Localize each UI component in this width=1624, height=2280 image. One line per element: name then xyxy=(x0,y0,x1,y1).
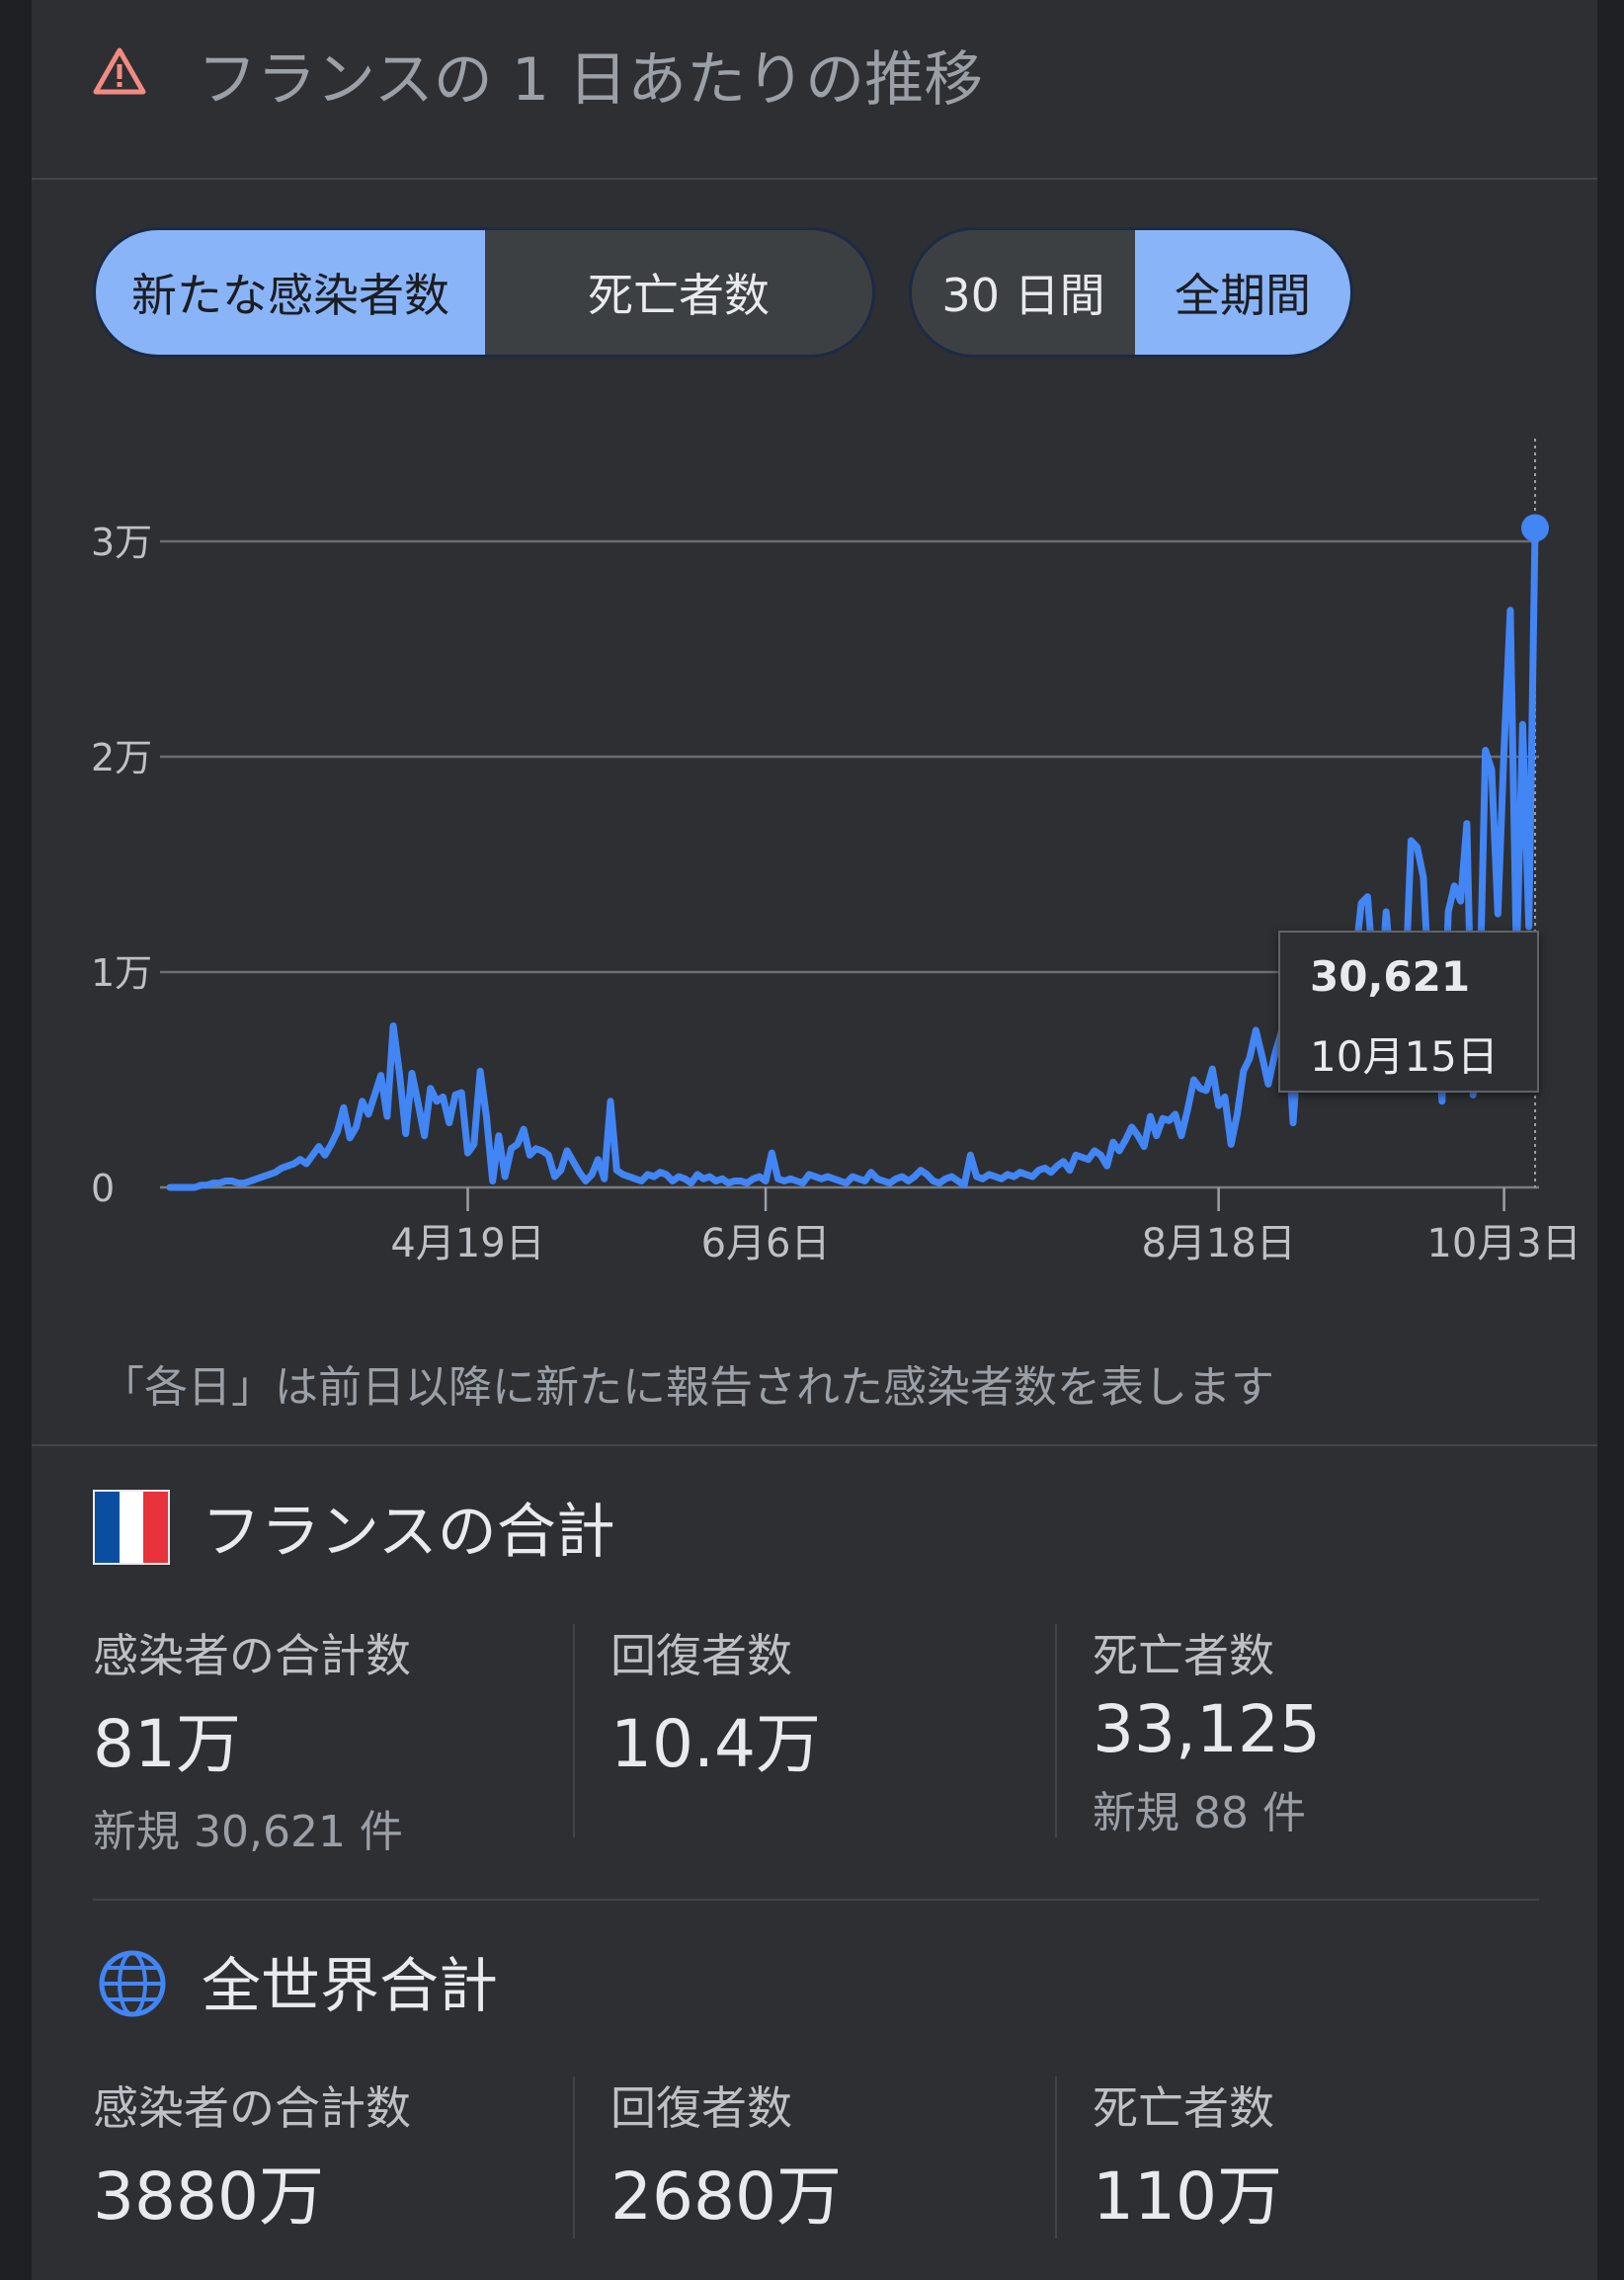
y-tick-label: 1万 xyxy=(91,951,152,995)
country-stat-recovered: 回復者数 10.4万 xyxy=(610,1620,1045,1786)
world-stat-cases: 感染者の合計数 3880万 xyxy=(93,2073,528,2239)
divider xyxy=(32,1444,1597,1446)
y-gridlines: 0 1万 2万 3万 xyxy=(91,521,1539,1210)
stat-divider xyxy=(1055,2076,1057,2239)
stat-divider xyxy=(1055,1624,1057,1837)
x-axis: 4月19日 6月6日 8月18日 10月3日 xyxy=(390,1187,1582,1266)
stat-value: 2680万 xyxy=(610,2158,842,2235)
stat-divider xyxy=(573,1624,575,1837)
metric-toggle: 新たな感染者数 死亡者数 xyxy=(93,227,875,358)
stat-label: 感染者の合計数 xyxy=(93,2081,411,2135)
country-stat-cases: 感染者の合計数 81万 新規 30,621 件 xyxy=(93,1620,528,1859)
country-stat-deaths: 死亡者数 33,125 新規 88 件 xyxy=(1093,1620,1527,1840)
flag-stripe-white xyxy=(119,1492,144,1563)
flag-stripe-red xyxy=(143,1492,169,1563)
x-tick-label: 8月18日 xyxy=(1141,1221,1295,1266)
stat-value: 81万 xyxy=(93,1706,241,1782)
x-tick-label: 4月19日 xyxy=(390,1221,544,1266)
tab-all-time[interactable]: 全期間 xyxy=(1135,230,1350,355)
tooltip-date: 10月15日 xyxy=(1310,1032,1499,1081)
stat-sub: 新規 88 件 xyxy=(1093,1788,1306,1838)
stat-label: 死亡者数 xyxy=(1093,1629,1274,1682)
stat-label: 死亡者数 xyxy=(1093,2081,1274,2135)
x-tick-label: 6月6日 xyxy=(701,1221,831,1266)
world-stat-deaths: 死亡者数 110万 xyxy=(1093,2073,1527,2239)
stat-label: 回復者数 xyxy=(610,1629,792,1682)
chart-tooltip: 30,621 10月15日 xyxy=(1278,931,1539,1093)
stat-value: 10.4万 xyxy=(610,1706,821,1782)
tab-new-cases[interactable]: 新たな感染者数 xyxy=(96,230,485,355)
page-title: フランスの 1 日あたりの推移 xyxy=(198,45,984,115)
last-data-point[interactable] xyxy=(1521,514,1549,542)
divider xyxy=(93,1899,1539,1901)
world-stat-recovered: 回復者数 2680万 xyxy=(610,2073,1045,2239)
daily-cases-chart[interactable]: 0 1万 2万 3万 4月19日 6月6日 8月18日 10月3日 xyxy=(32,415,1597,1284)
tooltip-value: 30,621 xyxy=(1310,952,1471,1001)
stat-label: 回復者数 xyxy=(610,2081,792,2135)
stat-divider xyxy=(573,2076,575,2239)
stat-value: 110万 xyxy=(1093,2158,1282,2235)
y-tick-label: 0 xyxy=(91,1167,115,1210)
y-tick-label: 3万 xyxy=(91,521,152,564)
world-totals-title: 全世界合計 xyxy=(202,1952,498,2021)
x-tick-label: 10月3日 xyxy=(1426,1221,1581,1266)
chart-footnote: 「各日」は前日以降に新たに報告された感染者数を表します xyxy=(101,1362,1274,1413)
covid-stats-card: フランスの 1 日あたりの推移 新たな感染者数 死亡者数 30 日間 全期間 0… xyxy=(32,0,1597,2280)
stat-sub: 新規 30,621 件 xyxy=(93,1807,403,1857)
tab-deaths[interactable]: 死亡者数 xyxy=(485,230,872,355)
warning-icon xyxy=(93,47,146,95)
tab-30-days[interactable]: 30 日間 xyxy=(912,230,1135,355)
globe-icon xyxy=(99,1950,166,2017)
france-flag-icon xyxy=(93,1490,170,1565)
stat-label: 感染者の合計数 xyxy=(93,1629,411,1682)
flag-stripe-blue xyxy=(95,1492,120,1563)
stat-value: 3880万 xyxy=(93,2158,324,2235)
country-totals-title: フランスの合計 xyxy=(202,1498,615,1567)
period-toggle: 30 日間 全期間 xyxy=(909,227,1353,358)
stat-value: 33,125 xyxy=(1093,1691,1321,1767)
header: フランスの 1 日あたりの推移 xyxy=(32,0,1597,180)
y-tick-label: 2万 xyxy=(91,736,152,779)
